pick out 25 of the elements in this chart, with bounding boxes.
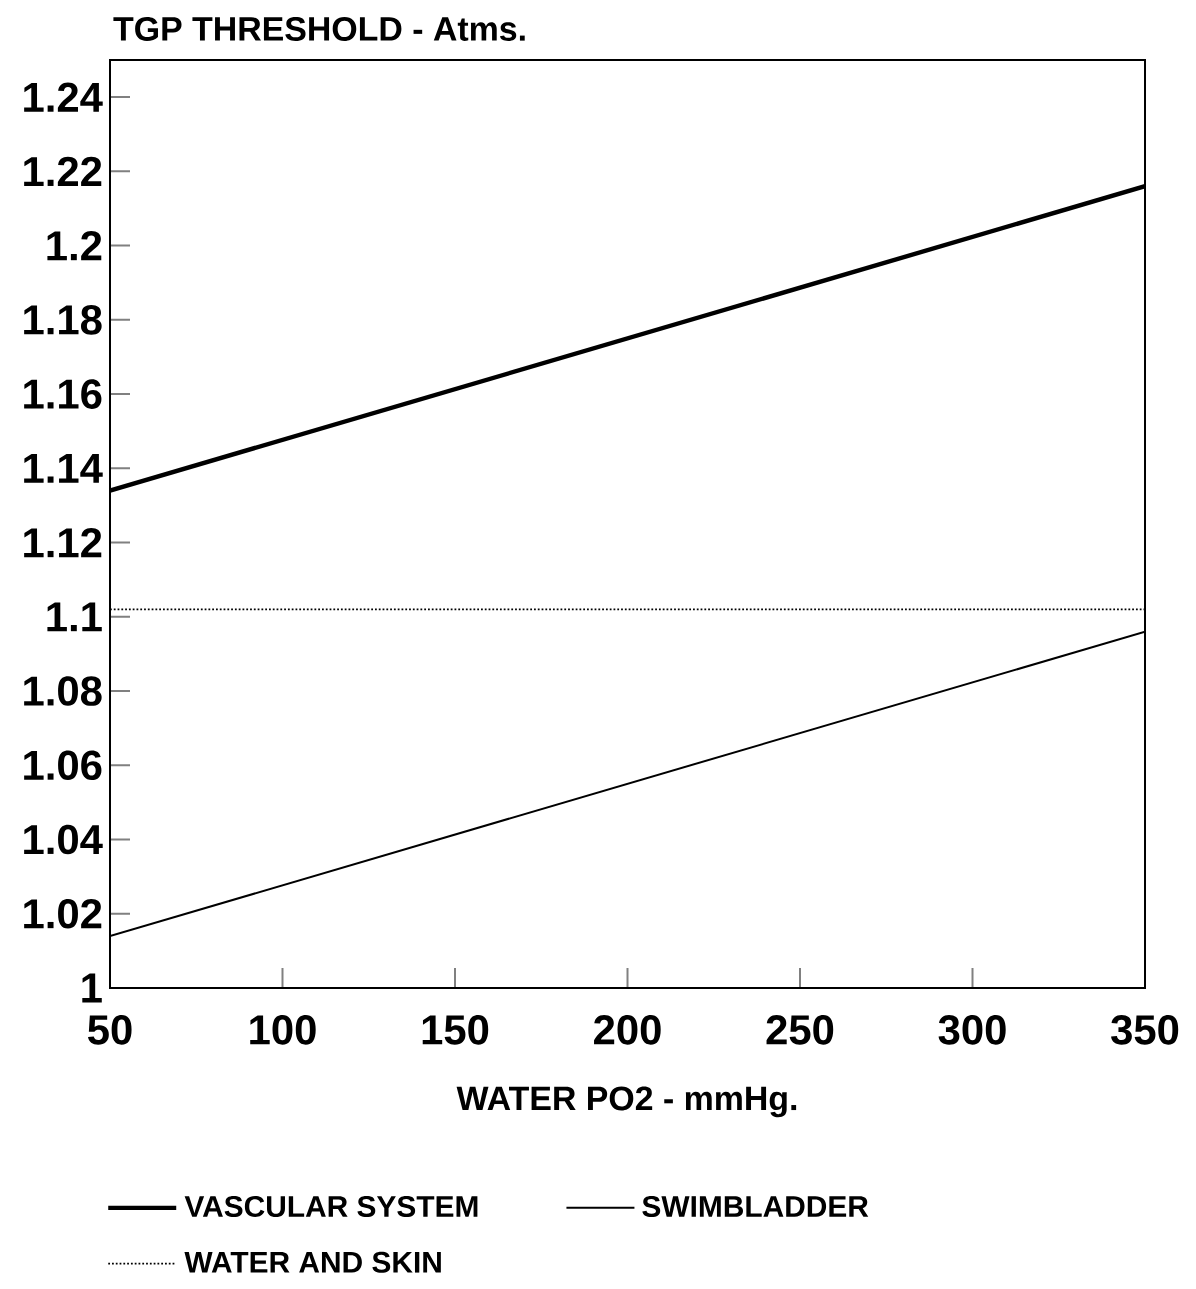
y-tick-label: 1.18 <box>24 305 102 335</box>
y-tick-label: 1.08 <box>24 676 102 706</box>
y-tick-label: 1.02 <box>24 898 102 929</box>
x-tick-label: 200 <box>594 1015 661 1045</box>
x-tick-label: 150 <box>422 1015 489 1045</box>
y-tick-label: 1.16 <box>24 379 102 409</box>
x-tick-label: 250 <box>766 1015 834 1045</box>
x-axis-title: WATER PO2 - mmHg. <box>456 1086 797 1118</box>
x-tick-label: 350 <box>1111 1015 1179 1045</box>
x-tick-label: 100 <box>250 1015 316 1045</box>
y-tick-label: 1.14 <box>24 453 103 483</box>
y-tick-label: 1.2 <box>47 230 102 261</box>
legend-label: WATER AND SKIN <box>184 1251 441 1273</box>
y-tick-label: 1.12 <box>24 527 102 558</box>
y-tick-label: 1.04 <box>24 824 103 855</box>
y-tick-label: 1.22 <box>24 156 102 186</box>
legend-label: VASCULAR SYSTEM <box>184 1195 478 1218</box>
y-tick-label: 1.24 <box>24 82 103 112</box>
y-tick-label: 1 <box>82 973 102 1003</box>
y-axis-title: TGP THRESHOLD - Atms. <box>113 16 525 41</box>
y-tick-label: 1.06 <box>24 750 102 781</box>
x-tick-label: 50 <box>88 1015 132 1045</box>
legend-label: SWIMBLADDER <box>642 1195 869 1218</box>
x-tick-label: 300 <box>938 1015 1006 1045</box>
y-tick-label: 1.1 <box>47 602 102 632</box>
